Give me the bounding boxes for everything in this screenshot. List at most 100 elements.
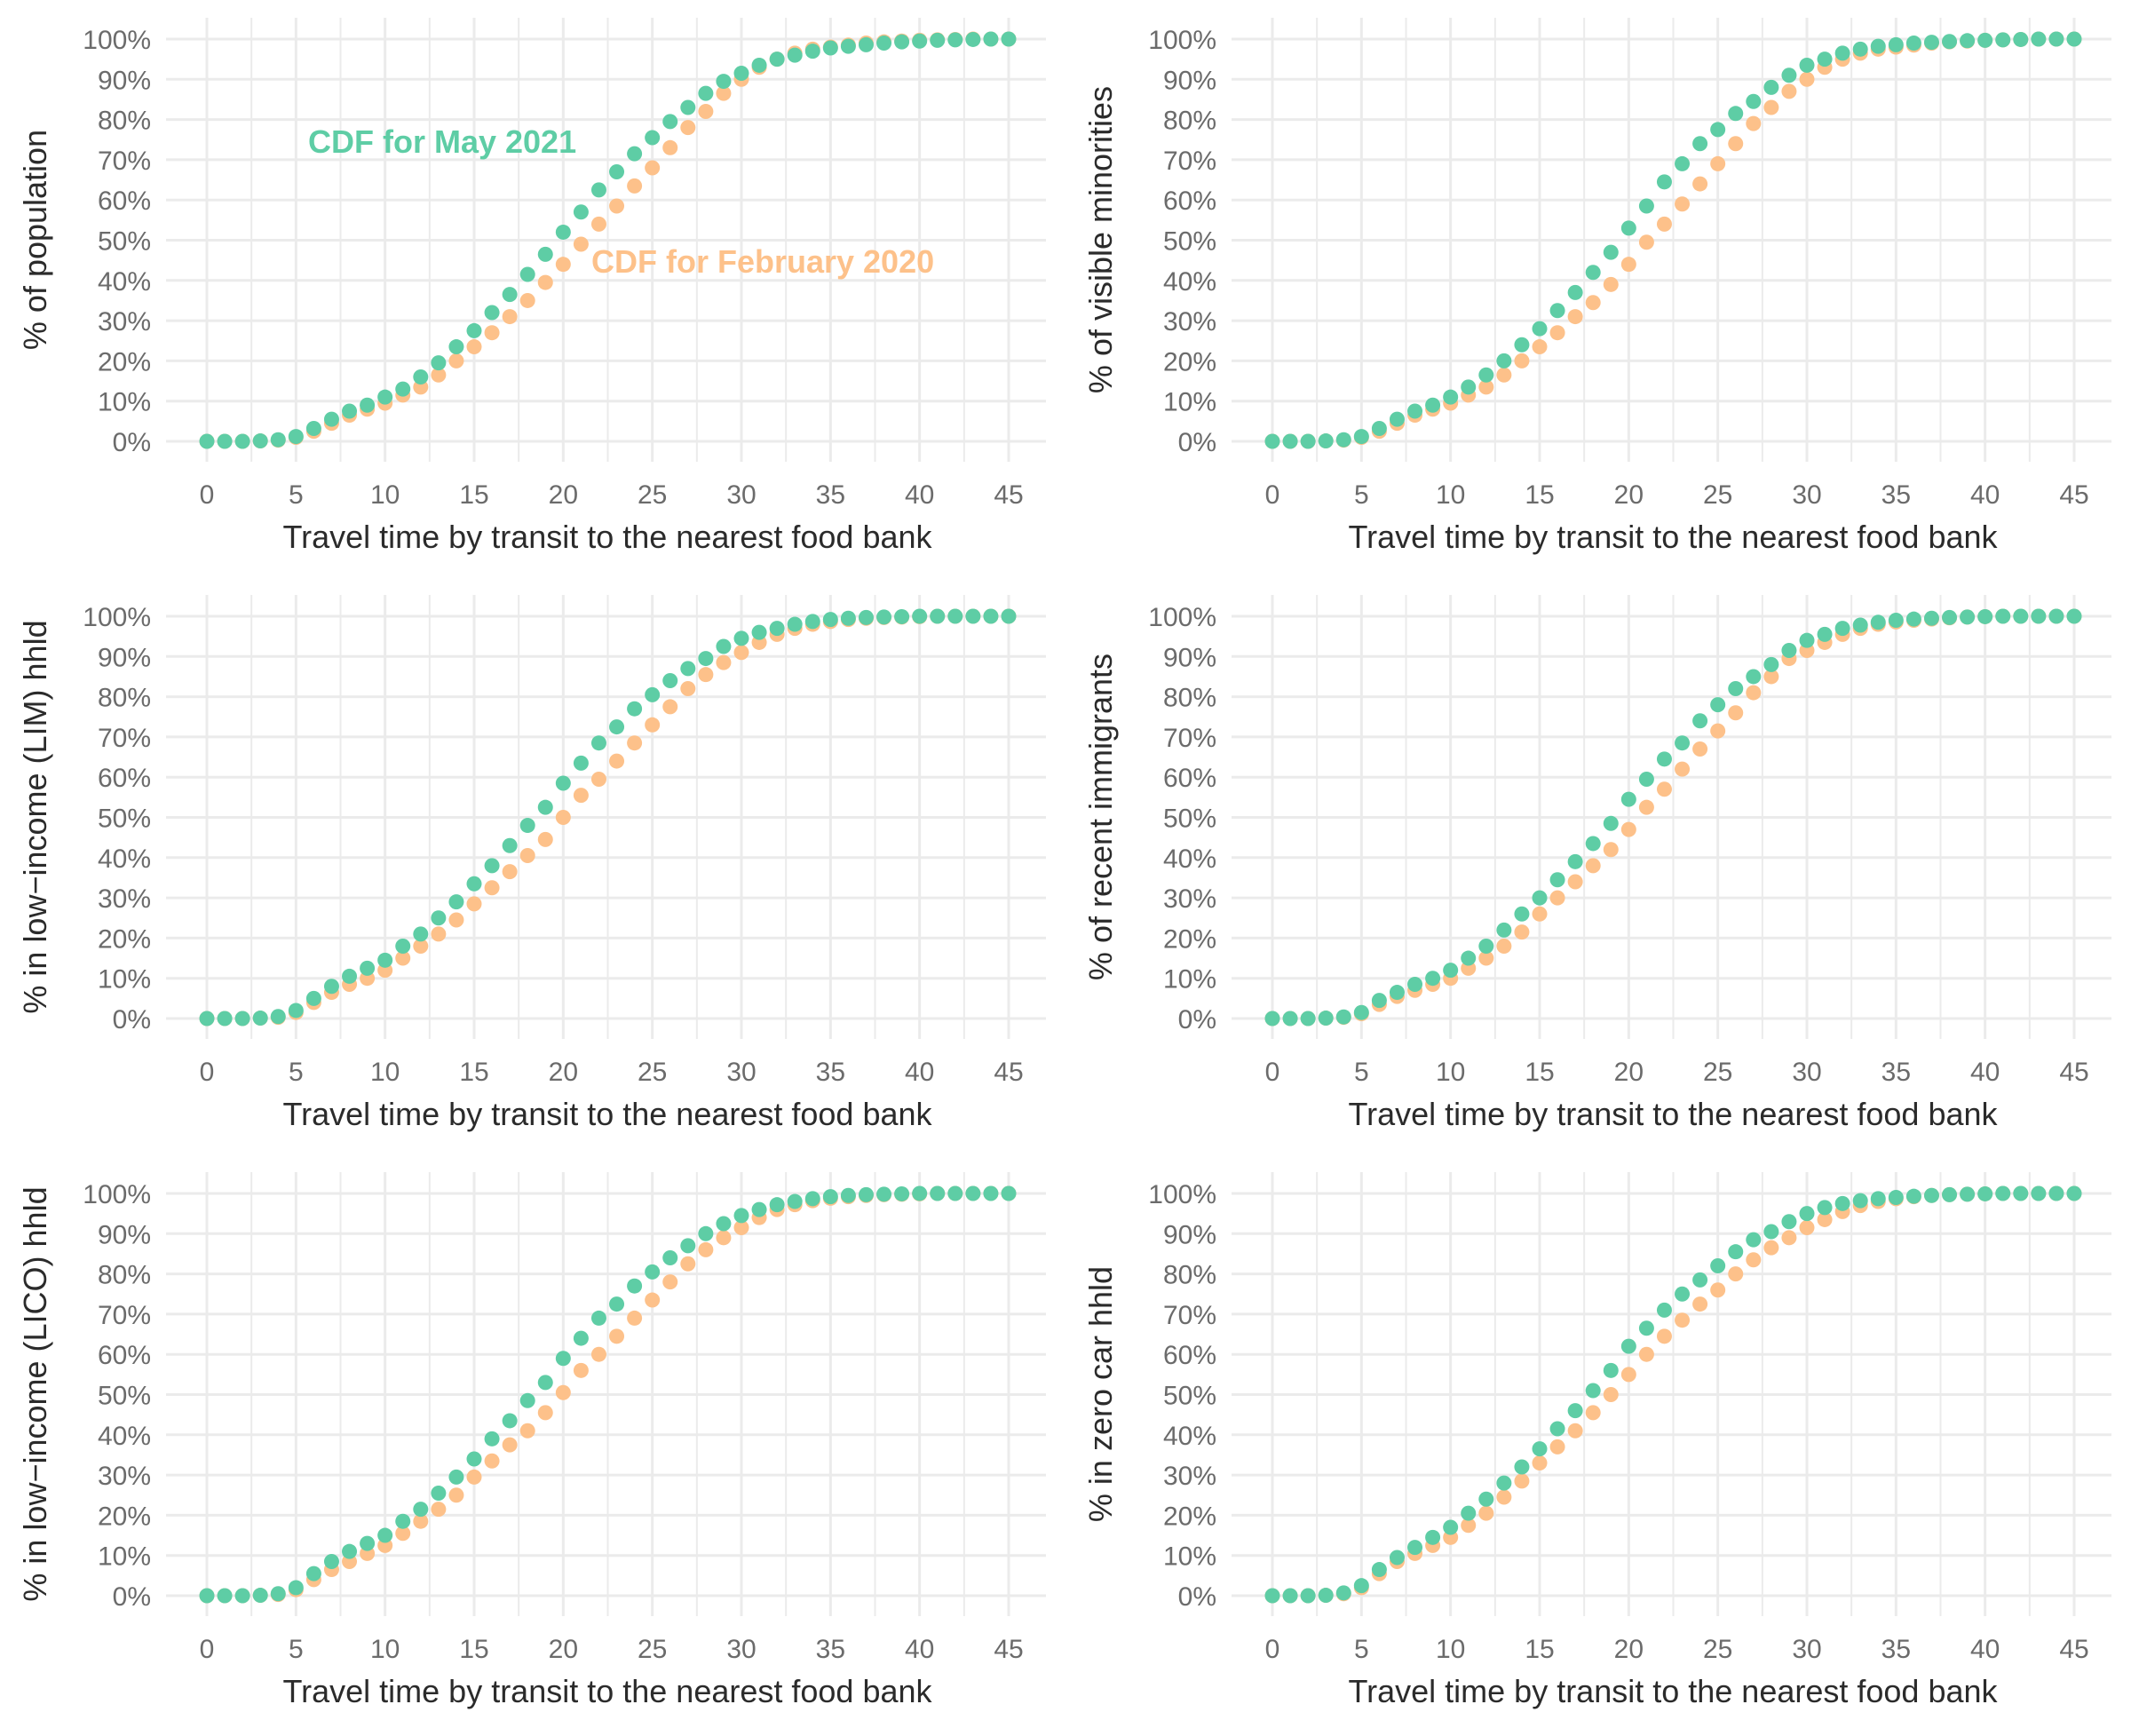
x-tick-label: 5 (1354, 480, 1369, 510)
data-point-feb-2020 (1656, 216, 1672, 232)
data-point-may-2021 (930, 1185, 946, 1201)
data-point-may-2021 (217, 1588, 233, 1604)
data-point-may-2021 (627, 701, 643, 717)
data-point-may-2021 (1905, 36, 1921, 52)
data-point-may-2021 (1001, 31, 1017, 47)
data-point-may-2021 (519, 1392, 535, 1408)
y-tick-label: 0% (113, 1005, 151, 1034)
data-point-feb-2020 (1585, 858, 1601, 874)
data-point-may-2021 (930, 32, 946, 48)
y-tick-label: 20% (98, 1502, 151, 1531)
data-point-may-2021 (1656, 751, 1672, 767)
data-point-may-2021 (1799, 57, 1815, 73)
data-point-may-2021 (2048, 1185, 2064, 1201)
data-point-may-2021 (1300, 1588, 1316, 1604)
data-point-may-2021 (1443, 963, 1459, 979)
data-point-may-2021 (1763, 79, 1779, 95)
y-axis-title: % of recent immigrants (1082, 654, 1119, 980)
data-point-may-2021 (1905, 611, 1921, 627)
y-tick-label: 10% (1163, 1542, 1216, 1572)
data-point-may-2021 (1620, 791, 1636, 807)
data-point-may-2021 (1942, 1186, 1958, 1202)
data-point-may-2021 (1923, 610, 1939, 626)
data-point-may-2021 (1300, 1011, 1316, 1027)
data-point-may-2021 (822, 612, 838, 628)
data-point-feb-2020 (1781, 1230, 1797, 1246)
data-point-feb-2020 (537, 274, 553, 290)
data-point-may-2021 (1461, 379, 1477, 395)
data-point-may-2021 (305, 421, 321, 437)
data-point-may-2021 (1852, 1193, 1868, 1209)
y-tick-label: 90% (1163, 66, 1216, 95)
data-point-may-2021 (1282, 1011, 1298, 1027)
x-tick-label: 5 (1354, 1058, 1369, 1087)
data-point-may-2021 (1585, 1383, 1601, 1399)
data-point-may-2021 (1888, 613, 1904, 629)
data-point-may-2021 (395, 381, 411, 397)
annotation-feb-2020: CDF for February 2020 (591, 243, 934, 280)
x-tick-label: 45 (994, 480, 1023, 510)
data-point-may-2021 (555, 1351, 571, 1367)
y-axis-title: % in low−income (LIM) hhld (17, 620, 53, 1013)
x-tick-label: 10 (1436, 1058, 1465, 1087)
data-point-may-2021 (377, 389, 393, 405)
data-point-may-2021 (1496, 1475, 1512, 1491)
x-tick-label: 25 (638, 480, 667, 510)
data-point-may-2021 (1567, 853, 1583, 869)
data-point-may-2021 (252, 1588, 268, 1604)
data-point-feb-2020 (627, 178, 643, 194)
data-point-may-2021 (234, 433, 250, 449)
y-tick-label: 60% (98, 186, 151, 216)
data-point-may-2021 (645, 130, 661, 146)
data-point-feb-2020 (645, 717, 661, 733)
y-tick-label: 60% (98, 1341, 151, 1370)
y-tick-label: 20% (1163, 924, 1216, 954)
data-point-feb-2020 (555, 257, 571, 273)
data-point-may-2021 (431, 910, 447, 926)
data-point-feb-2020 (716, 85, 732, 101)
data-point-feb-2020 (1763, 99, 1779, 115)
data-point-may-2021 (1335, 432, 1351, 448)
data-point-feb-2020 (662, 1274, 678, 1290)
data-point-may-2021 (1834, 1195, 1850, 1211)
data-point-may-2021 (1318, 1011, 1334, 1027)
data-point-may-2021 (698, 651, 714, 667)
y-axis-title: % of visible minorities (1082, 86, 1119, 393)
data-point-may-2021 (1425, 397, 1441, 413)
data-point-may-2021 (858, 36, 874, 52)
data-point-may-2021 (1710, 1258, 1726, 1274)
data-point-may-2021 (1710, 122, 1726, 138)
data-point-may-2021 (1282, 1588, 1298, 1604)
data-point-may-2021 (1977, 32, 1993, 48)
data-point-feb-2020 (502, 864, 518, 880)
data-point-feb-2020 (1746, 115, 1762, 131)
data-point-may-2021 (1318, 1588, 1334, 1604)
chart-panel-2: 0 5 10 15 20 25 30 35 40 45 0% 10% 20% 30% 40% 50% 60% 70… (1082, 18, 2111, 555)
data-point-feb-2020 (1710, 723, 1726, 739)
data-point-feb-2020 (1478, 379, 1494, 395)
data-point-may-2021 (590, 182, 606, 198)
data-point-feb-2020 (680, 681, 696, 697)
data-point-may-2021 (1888, 1190, 1904, 1206)
data-point-may-2021 (1478, 367, 1494, 383)
data-point-feb-2020 (1728, 705, 1744, 721)
data-point-may-2021 (804, 44, 820, 59)
data-point-feb-2020 (1603, 1387, 1619, 1402)
data-point-may-2021 (822, 1189, 838, 1205)
data-point-feb-2020 (1728, 1266, 1744, 1282)
x-tick-label: 10 (1436, 480, 1465, 510)
data-point-may-2021 (573, 755, 589, 771)
data-point-may-2021 (1264, 1588, 1280, 1604)
data-point-may-2021 (1549, 872, 1565, 888)
data-point-feb-2020 (448, 912, 464, 928)
data-point-may-2021 (270, 1586, 286, 1602)
data-point-may-2021 (627, 1278, 643, 1294)
data-point-feb-2020 (627, 735, 643, 751)
y-tick-label: 50% (1163, 805, 1216, 834)
x-tick-label: 10 (370, 480, 400, 510)
y-tick-label: 0% (1178, 1005, 1216, 1034)
x-tick-label: 20 (1614, 480, 1644, 510)
data-point-feb-2020 (1514, 924, 1530, 940)
data-point-may-2021 (1532, 890, 1548, 906)
